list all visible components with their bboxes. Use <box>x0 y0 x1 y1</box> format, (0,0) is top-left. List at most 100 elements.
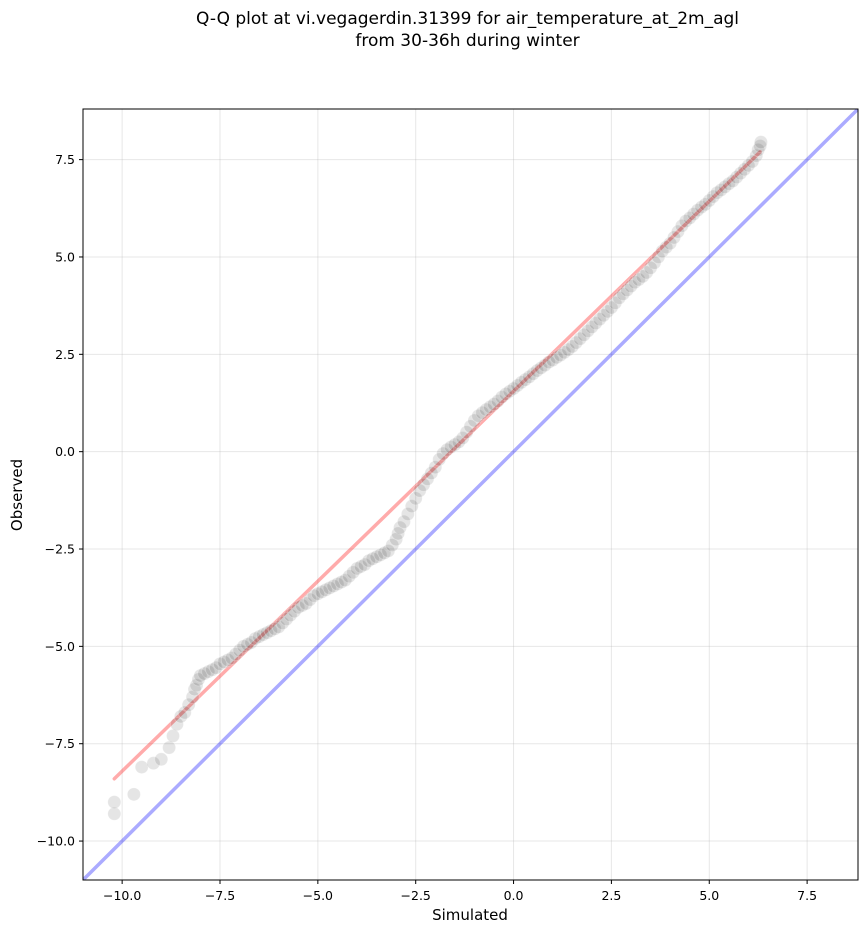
x-tick-label: 0.0 <box>504 888 524 903</box>
qq-point <box>201 664 216 679</box>
qq-point <box>612 290 627 305</box>
qq-point <box>244 635 259 650</box>
qq-point <box>342 569 357 584</box>
qq-point <box>283 608 298 623</box>
x-axis-label: Simulated <box>432 906 508 924</box>
qq-point <box>741 158 756 173</box>
qq-point <box>267 621 282 636</box>
qq-point <box>377 546 392 560</box>
qq-point <box>389 532 404 547</box>
qq-point <box>307 588 321 603</box>
qq-point <box>346 565 360 580</box>
qq-point <box>381 544 396 558</box>
qq-point <box>279 612 294 627</box>
qq-point <box>412 483 427 498</box>
qq-point <box>714 183 728 197</box>
qq-point <box>232 643 247 658</box>
qq-point <box>475 405 490 420</box>
qq-point <box>553 348 568 362</box>
qq-point <box>428 460 443 475</box>
qq-point <box>581 324 595 338</box>
qq-point <box>596 308 611 323</box>
qq-point <box>252 629 267 644</box>
qq-point <box>220 653 235 667</box>
qq-point <box>248 631 263 646</box>
qq-point <box>483 399 497 414</box>
qq-point <box>385 538 400 553</box>
qq-point <box>686 207 701 222</box>
x-tick-label: 5.0 <box>699 888 719 903</box>
qq-point <box>391 526 405 541</box>
qq-point <box>565 339 580 354</box>
qq-point <box>663 236 678 251</box>
y-tick-label: −5.0 <box>45 639 75 654</box>
qq-point <box>522 370 537 384</box>
qq-point <box>440 442 454 457</box>
qq-point <box>749 148 764 163</box>
qq-point <box>314 584 329 599</box>
qq-point <box>191 672 206 687</box>
y-axis-label: Observed <box>8 459 26 531</box>
qq-point <box>690 203 705 218</box>
qq-point <box>303 592 317 607</box>
reference-lines <box>83 109 858 880</box>
qq-point <box>487 397 501 412</box>
qq-point <box>373 547 388 562</box>
qq-point <box>205 662 220 677</box>
qq-point <box>573 331 587 346</box>
data-points <box>107 135 768 821</box>
qq-point <box>537 358 552 373</box>
axis-ticks: −10.0 −7.5 −5.0 −2.5 0.0 2.5 5.0 7.5 −10.0 −7.5 −5… <box>37 152 817 903</box>
qq-point <box>467 413 482 428</box>
qq-point <box>365 551 380 566</box>
fit-line <box>112 150 762 781</box>
qq-point <box>177 705 192 720</box>
qq-point <box>263 623 278 638</box>
y-tick-label: 7.5 <box>55 152 75 167</box>
qq-point <box>494 390 509 405</box>
qq-point <box>310 586 325 601</box>
qq-point <box>185 690 200 704</box>
qq-point <box>588 316 603 331</box>
qq-point <box>330 577 345 591</box>
x-tick-label: −5.0 <box>303 888 333 903</box>
qq-point <box>753 139 768 153</box>
qq-point <box>659 240 674 255</box>
qq-point <box>682 211 697 225</box>
qq-point <box>432 452 447 467</box>
qq-point <box>608 296 623 310</box>
qq-point <box>393 520 407 535</box>
qq-point <box>126 787 141 802</box>
qq-point <box>479 402 494 417</box>
qq-point <box>369 549 384 564</box>
qq-point <box>710 185 724 200</box>
qq-point <box>295 598 310 613</box>
qq-point <box>455 431 470 445</box>
qq-point <box>651 250 666 264</box>
qq-point <box>424 466 439 480</box>
chart-title-line-1: Q-Q plot at vi.vegagerdin.31399 for air_… <box>195 9 740 29</box>
qq-point <box>604 300 619 315</box>
qq-point <box>361 553 376 568</box>
x-tick-label: −7.5 <box>205 888 235 903</box>
qq-point <box>463 419 478 434</box>
qq-point <box>577 327 591 342</box>
y-tick-label: 2.5 <box>55 347 75 362</box>
qq-point <box>240 637 255 652</box>
qq-point <box>667 230 681 245</box>
qq-point <box>350 561 364 576</box>
qq-point <box>502 384 517 399</box>
qq-point <box>729 170 744 185</box>
qq-point <box>557 345 572 360</box>
qq-point <box>737 162 752 177</box>
qq-point <box>256 627 270 642</box>
qq-point <box>326 579 341 593</box>
qq-point <box>534 361 548 375</box>
qq-point <box>569 335 584 350</box>
x-tick-label: −10.0 <box>103 888 141 903</box>
qq-point <box>271 619 286 634</box>
qq-point <box>745 154 760 169</box>
qq-point <box>197 666 212 681</box>
qq-point <box>510 378 525 393</box>
qq-point <box>217 655 231 669</box>
